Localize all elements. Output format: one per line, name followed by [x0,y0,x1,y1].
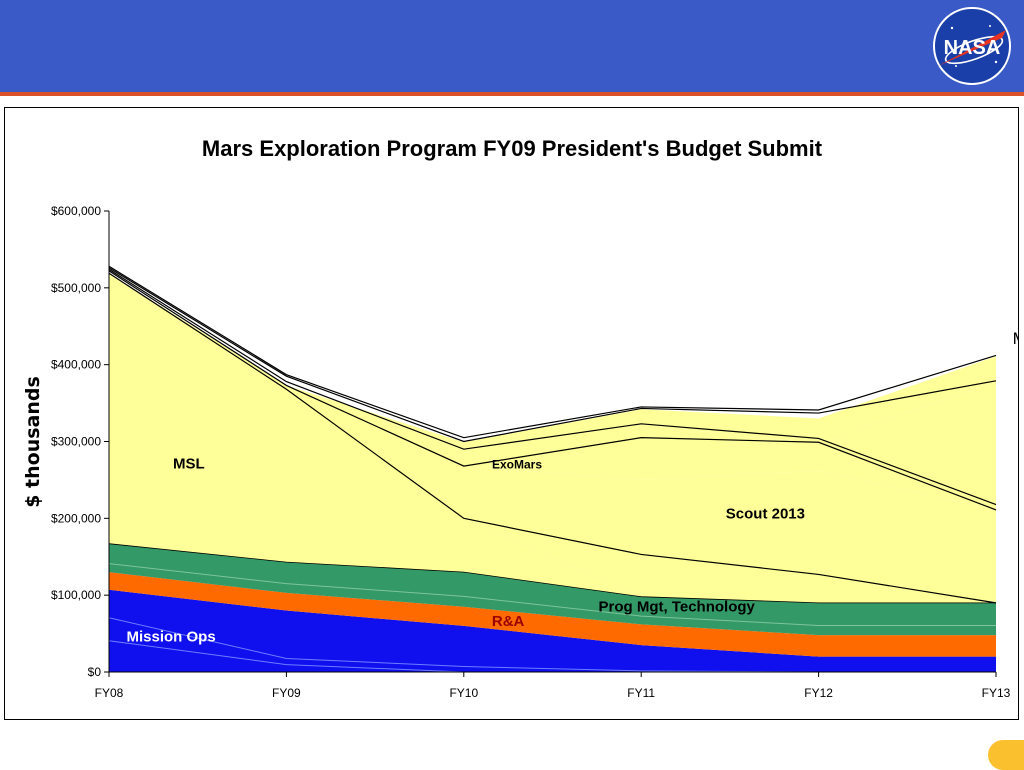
x-tick-label: FY08 [95,686,124,700]
annotation-prog-mgt-technology: Prog Mgt, Technology [598,598,755,615]
y-tick-label: $500,000 [51,281,101,295]
area-r-a [109,572,996,657]
boundary-line [108,268,997,506]
budget-area-chart: Mars Exploration Program FY09 President'… [22,136,1018,700]
boundary-line [108,272,997,604]
prog-mgt-streak [108,563,996,626]
y-tick-label: $300,000 [51,435,101,449]
annotation-msr: MSR [1013,329,1018,348]
y-tick-label: $100,000 [51,588,101,602]
annotation-scout-2013: Scout 2013 [726,505,805,522]
boundary-line [108,543,996,604]
header-rule [0,92,1024,96]
area-mars-2016 [109,273,996,510]
area-scout-2013 [109,273,996,603]
area-prog-mgt-technology [109,543,996,636]
logo-text: NASA [944,37,1001,59]
chart-frame: Mars Exploration Program FY09 President'… [4,107,1019,720]
area-series-group [108,273,996,673]
boundary-line [108,267,997,443]
y-axis-label: $ thousands [22,376,44,508]
x-tick-label: FY13 [982,686,1011,700]
x-tick-label: FY11 [627,686,655,700]
boundary-lines-group [108,265,997,604]
header-band [0,0,1024,92]
chart-title: Mars Exploration Program FY09 President'… [202,136,823,161]
annotation-mission-ops: Mission Ops [126,628,215,645]
annotation-msl: MSL [173,455,205,472]
boundary-line [108,265,997,439]
y-tick-label: $400,000 [51,358,101,372]
annotation-r-a: R&A [492,613,525,630]
axes-group: $0 $100,000 $200,000 $300,000 $400,000 $500,0… [51,204,1011,700]
x-tick-label: FY09 [272,686,301,700]
x-tick-label: FY12 [804,686,833,700]
y-tick-label: $0 [88,665,102,679]
area-msl [109,273,996,603]
y-tick-label: $600,000 [51,204,101,218]
area-mission-ops [109,589,996,672]
annotation-exomars: ExoMars [492,457,542,471]
nasa-meatball-logo: NASA [933,7,1011,85]
x-tick-label: FY10 [449,686,478,700]
boundary-line [108,270,997,511]
y-tick-label: $200,000 [51,511,101,525]
page-corner-tab [988,740,1024,770]
